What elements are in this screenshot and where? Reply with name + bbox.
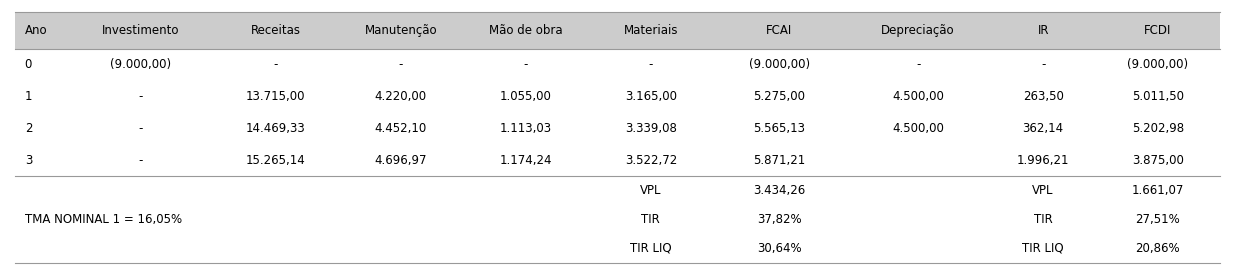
Text: -: -	[916, 58, 920, 71]
Text: Ano: Ano	[25, 24, 47, 37]
Text: 263,50: 263,50	[1023, 90, 1063, 103]
Text: -: -	[274, 58, 278, 71]
Text: -: -	[1041, 58, 1045, 71]
Text: 3.339,08: 3.339,08	[625, 122, 677, 135]
Text: 5.871,21: 5.871,21	[753, 154, 805, 167]
Text: FCAI: FCAI	[766, 24, 793, 37]
Text: 4.696,97: 4.696,97	[374, 154, 427, 167]
Text: (9.000,00): (9.000,00)	[1128, 58, 1188, 71]
Text: 3.522,72: 3.522,72	[625, 154, 677, 167]
Text: -: -	[138, 154, 143, 167]
Text: Mão de obra: Mão de obra	[489, 24, 563, 37]
Text: TIR LIQ: TIR LIQ	[1023, 242, 1063, 255]
Text: 13.715,00: 13.715,00	[246, 90, 305, 103]
Text: 5.565,13: 5.565,13	[753, 122, 805, 135]
Text: 1.996,21: 1.996,21	[1016, 154, 1070, 167]
Text: -: -	[524, 58, 529, 71]
Text: 1.055,00: 1.055,00	[500, 90, 552, 103]
Text: 15.265,14: 15.265,14	[246, 154, 306, 167]
Text: 4.220,00: 4.220,00	[374, 90, 427, 103]
Text: TIR: TIR	[1034, 213, 1052, 226]
Text: (9.000,00): (9.000,00)	[748, 58, 810, 71]
Text: Depreciação: Depreciação	[882, 24, 955, 37]
Text: 3.165,00: 3.165,00	[625, 90, 677, 103]
Text: 2: 2	[25, 122, 32, 135]
Bar	[15, 12, 1220, 49]
Text: 362,14: 362,14	[1023, 122, 1063, 135]
Text: 27,51%: 27,51%	[1135, 213, 1181, 226]
Text: 4.452,10: 4.452,10	[374, 122, 427, 135]
Text: 3: 3	[25, 154, 32, 167]
Text: IR: IR	[1037, 24, 1049, 37]
Text: 0: 0	[25, 58, 32, 71]
Text: 1: 1	[25, 90, 32, 103]
Text: -: -	[648, 58, 653, 71]
Text: 3.875,00: 3.875,00	[1131, 154, 1183, 167]
Text: -: -	[399, 58, 403, 71]
Text: -: -	[138, 122, 143, 135]
Text: 4.500,00: 4.500,00	[892, 90, 944, 103]
Text: VPL: VPL	[640, 184, 662, 197]
Text: 30,64%: 30,64%	[757, 242, 802, 255]
Text: 3.434,26: 3.434,26	[753, 184, 805, 197]
Text: Investimento: Investimento	[101, 24, 179, 37]
Text: TMA NOMINAL 1 = 16,05%: TMA NOMINAL 1 = 16,05%	[25, 213, 182, 226]
Text: 4.500,00: 4.500,00	[892, 122, 944, 135]
Text: VPL: VPL	[1032, 184, 1053, 197]
Text: 1.174,24: 1.174,24	[500, 154, 552, 167]
Text: 14.469,33: 14.469,33	[246, 122, 306, 135]
Text: 5.011,50: 5.011,50	[1131, 90, 1183, 103]
Text: Receitas: Receitas	[251, 24, 301, 37]
Text: 5.275,00: 5.275,00	[753, 90, 805, 103]
Text: (9.000,00): (9.000,00)	[110, 58, 172, 71]
Text: Manutenção: Manutenção	[364, 24, 437, 37]
Text: FCDI: FCDI	[1144, 24, 1171, 37]
Text: 37,82%: 37,82%	[757, 213, 802, 226]
Text: 5.202,98: 5.202,98	[1131, 122, 1184, 135]
Text: 1.113,03: 1.113,03	[500, 122, 552, 135]
Text: Materiais: Materiais	[624, 24, 678, 37]
Text: 20,86%: 20,86%	[1135, 242, 1179, 255]
Text: TIR: TIR	[641, 213, 661, 226]
Text: TIR LIQ: TIR LIQ	[630, 242, 672, 255]
Text: 1.661,07: 1.661,07	[1131, 184, 1184, 197]
Text: -: -	[138, 90, 143, 103]
